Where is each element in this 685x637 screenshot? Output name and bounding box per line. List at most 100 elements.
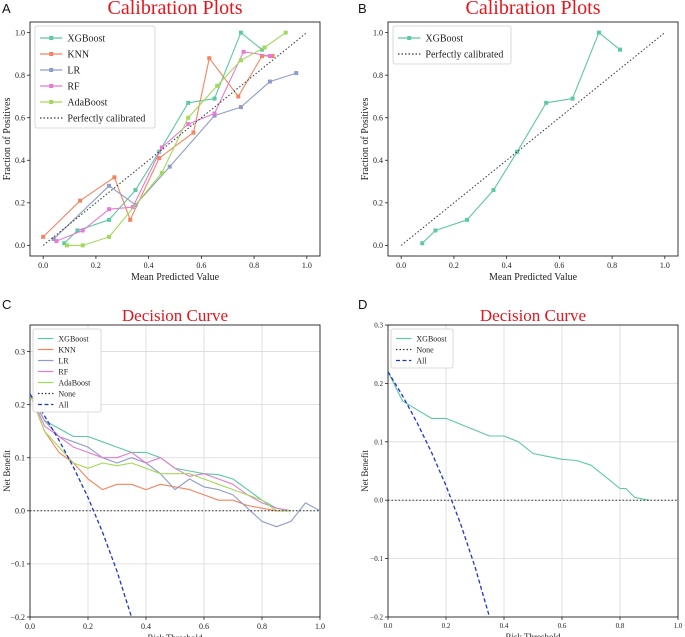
data-point [212,96,217,101]
data-point [107,234,112,239]
data-point [80,228,85,233]
x-tick-label: 0.6 [196,261,206,270]
panel-label: B [358,1,367,16]
data-point [270,54,275,59]
y-tick-label: 0.3 [374,321,383,329]
y-axis-label: Fraction of Positives [360,98,371,181]
x-tick-label: 0.2 [449,261,459,270]
data-point [262,45,267,50]
legend-marker [407,36,412,40]
y-tick-label: 0.6 [15,114,25,123]
y-tick-label: 0.2 [373,199,383,208]
x-tick-label: 1.0 [674,622,683,630]
y-tick-label: −0.1 [10,560,25,569]
series-line-lr [53,72,297,240]
series-line-all [30,393,133,617]
y-tick-label: 0.2 [374,380,383,388]
data-point [186,115,191,120]
legend: XGBoost KNN LR RF AdaBoost None All [32,328,102,413]
data-point [41,234,46,239]
chart-title: Decision Curve [122,306,228,325]
x-tick-label: 0.2 [442,622,451,630]
chart-title: Calibration Plots [466,0,601,19]
y-tick-label: 0.0 [15,241,25,250]
y-tick-label: 0.2 [15,400,25,409]
data-point [186,100,191,105]
data-point [159,171,164,176]
x-tick-label: 0.8 [616,622,625,630]
legend-box [392,25,512,65]
data-point [207,56,212,61]
legend-label: RF [58,367,68,376]
plot-frame [29,21,321,257]
data-point [570,96,575,101]
data-point [191,130,196,135]
y-axis-label: Net Benefit [2,450,12,492]
data-point [80,243,85,248]
x-tick-label: 1.0 [660,261,670,270]
chart-panel-d: D Decision Curve 0.0 0.2 0.4 0.6 0.8 1.0 −0.2 −0.… [358,297,683,637]
x-tick-label: 0.0 [384,622,393,630]
data-point [107,217,112,222]
chart-title: Calibration Plots [108,0,243,19]
x-tick-label: 0.6 [558,622,567,630]
x-tick-label: 0.0 [25,622,35,631]
data-point [215,83,220,88]
y-tick-label: 0.4 [15,156,25,165]
data-point [54,239,59,244]
legend-label: XGBoost [58,334,89,343]
data-point [78,198,83,203]
data-point [420,241,425,246]
panel-label: D [358,297,367,312]
legend-label: None [58,389,76,398]
y-tick-label: 0.0 [15,507,25,516]
series-line-all [388,371,491,617]
legend-label: Perfectly calibrated [425,50,503,61]
data-point [238,105,243,110]
legend-label: XGBoost [67,34,105,45]
legend-label: AdaBoost [67,98,107,109]
y-tick-label: −0.2 [10,613,25,622]
y-tick-label: 0.1 [15,454,25,463]
data-point [618,47,622,52]
data-point [62,241,67,246]
x-tick-label: 0.4 [500,622,509,630]
y-tick-label: 0.8 [15,71,25,80]
data-point [64,243,69,248]
x-tick-label: 0.6 [554,261,564,270]
y-axis-label: Fraction of Positives [2,98,13,181]
legend-box [34,25,156,129]
x-axis-label: Mean Predicted Value [131,272,220,283]
legend-label: Perfectly calibrated [67,114,145,125]
data-point [241,49,246,54]
y-tick-label: 1.0 [373,28,383,37]
panel-label: C [2,297,11,312]
x-tick-label: 0.6 [199,622,209,631]
series-group [41,30,308,248]
legend: XGBoost KNN LR RF AdaBoost Perfectly calibrat… [34,25,156,129]
legend-label: XGBoost [416,334,447,343]
y-tick-label: 1.0 [15,28,25,37]
legend: XGBoost None All [390,328,454,369]
series-line-adaboost [30,393,291,512]
legend-marker [49,52,54,56]
x-tick-label: 0.0 [396,261,406,270]
y-tick-label: 0.4 [373,156,383,165]
data-point [236,94,241,99]
data-point [75,228,80,233]
legend-label: KNN [58,345,76,354]
data-point [238,30,243,35]
data-point [112,175,117,180]
series-line-xgboost [388,371,650,501]
data-point [186,122,191,127]
legend-label: RF [67,82,80,93]
x-tick-label: 0.0 [38,261,48,270]
x-tick-label: 0.8 [257,622,267,631]
data-point [51,236,56,241]
plot-frame [387,21,679,257]
data-point [167,164,172,169]
data-point [491,188,496,193]
y-axis-label: Net Benefit [360,450,370,492]
x-tick-label: 0.8 [249,261,259,270]
